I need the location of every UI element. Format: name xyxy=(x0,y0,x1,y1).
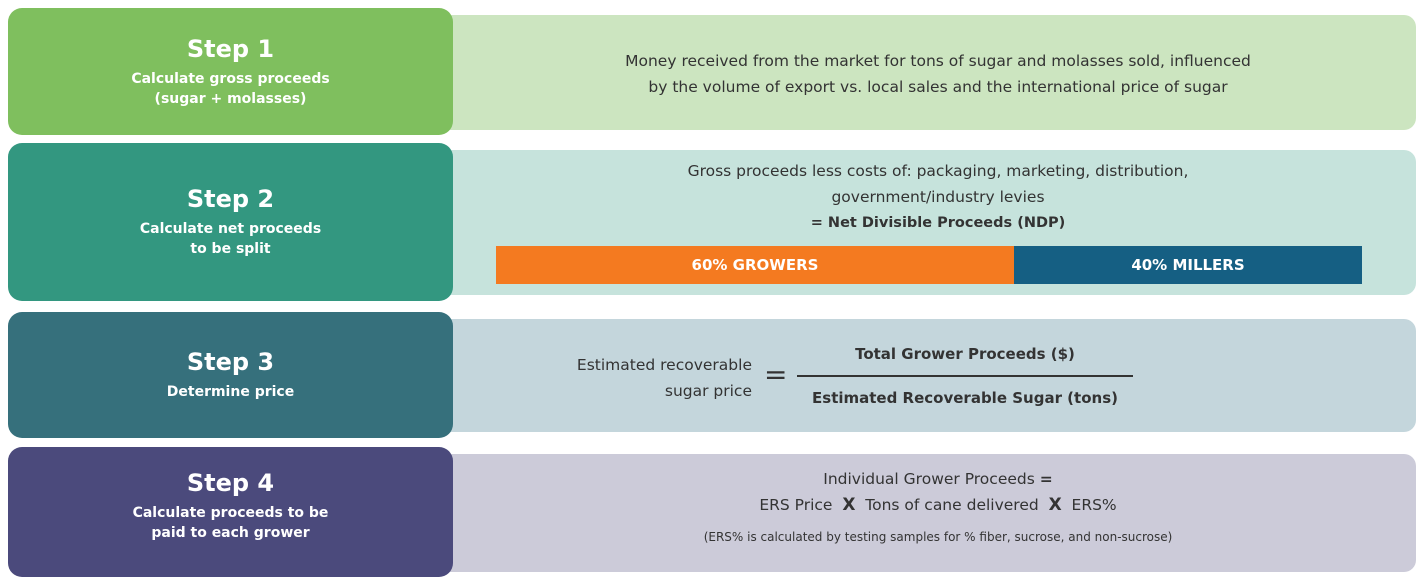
step-subtitle: paid to each grower xyxy=(151,525,310,541)
text-line: by the volume of export vs. local sales … xyxy=(648,78,1228,96)
step-subtitle: (sugar + molasses) xyxy=(154,90,307,107)
diagram: Step 1 Calculate gross proceeds (sugar +… xyxy=(8,8,1416,577)
step-tab: Step 2 Calculate net proceeds to be spli… xyxy=(8,143,453,301)
fraction-line xyxy=(797,375,1133,377)
step-subtitle: Determine price xyxy=(166,384,295,400)
step-formula: Individual Grower Proceeds = ERS Price X… xyxy=(480,466,1396,550)
step-subtitle: Calculate proceeds to be xyxy=(132,505,329,521)
formula-term: ERS Price xyxy=(759,496,833,514)
step-subtitle: Calculate gross proceeds xyxy=(131,70,330,87)
text-line: Gross proceeds less costs of: packaging,… xyxy=(687,162,1189,180)
step-description: Gross proceeds less costs of: packaging,… xyxy=(480,158,1396,236)
text-line: government/industry levies xyxy=(831,188,1045,206)
result-line: = Net Divisible Proceeds (NDP) xyxy=(810,215,1066,231)
formula-term: Tons of cane delivered xyxy=(865,496,1039,514)
step-panel xyxy=(440,15,1416,130)
equals-sign: = xyxy=(764,358,788,391)
denominator: Estimated Recoverable Sugar (tons) xyxy=(812,389,1118,407)
step-tab: Step 3 Determine price xyxy=(8,312,453,438)
formula-term: ERS% xyxy=(1071,496,1117,514)
step-tab: Step 4 Calculate proceeds to be paid to … xyxy=(8,447,453,577)
formula-times: X xyxy=(842,495,856,515)
step-description: Money received from the market for tons … xyxy=(480,48,1396,100)
step-subtitle: Calculate net proceeds xyxy=(139,221,322,237)
price-label: Estimated recoverable sugar price xyxy=(500,352,752,404)
step-title: Step 2 xyxy=(186,185,275,213)
note: (ERS% is calculated by testing samples f… xyxy=(703,530,1173,544)
text-line: Estimated recoverable xyxy=(576,356,752,374)
text-line: sugar price xyxy=(664,382,752,400)
step-title: Step 3 xyxy=(186,348,275,376)
formula-times: X xyxy=(1048,495,1062,515)
formula-eq: = xyxy=(1039,470,1053,488)
split-growers: 60% GROWERS xyxy=(496,246,1014,284)
step-subtitle: to be split xyxy=(190,241,271,257)
step-tab: Step 1 Calculate gross proceeds (sugar +… xyxy=(8,8,453,135)
text-line: Money received from the market for tons … xyxy=(625,52,1251,70)
step-title: Step 4 xyxy=(186,469,275,497)
split-millers: 40% MILLERS xyxy=(1014,246,1362,284)
formula-lhs: Individual Grower Proceeds xyxy=(823,470,1035,488)
text-line: ERS Price X Tons of cane delivered X ERS… xyxy=(480,492,1396,518)
step-title: Step 1 xyxy=(186,34,275,63)
numerator: Total Grower Proceeds ($) xyxy=(855,345,1075,363)
step-panel xyxy=(440,454,1416,572)
text-line: Individual Grower Proceeds = xyxy=(480,466,1396,492)
